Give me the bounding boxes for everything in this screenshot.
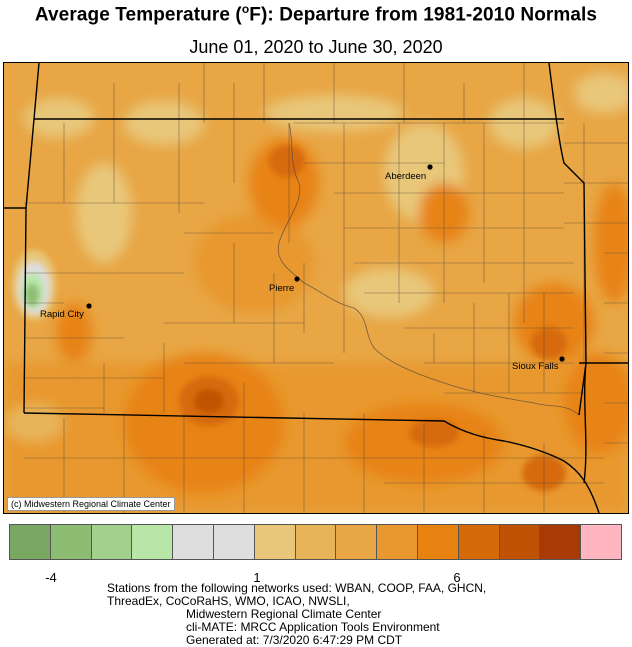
county-lines xyxy=(24,63,628,513)
legend-swatch xyxy=(295,525,337,559)
warm-band-south xyxy=(4,363,628,513)
city-dot-sioux-falls xyxy=(559,356,565,362)
legend-swatch xyxy=(377,525,418,559)
legend-swatch xyxy=(213,525,255,559)
city-dot-aberdeen xyxy=(427,164,433,170)
legend-swatch xyxy=(173,525,214,559)
hot-spots xyxy=(179,145,567,491)
legend-swatch xyxy=(458,525,500,559)
legend-swatch xyxy=(91,525,133,559)
temperature-map[interactable]: Aberdeen Pierre Rapid City Sioux Falls (… xyxy=(3,62,629,514)
legend-swatch xyxy=(417,525,459,559)
legend-tick-1: 1 xyxy=(253,570,261,585)
city-markers xyxy=(86,164,565,362)
legend-tick-neg4: -4 xyxy=(45,570,57,585)
legend-tick-6: 6 xyxy=(453,570,461,585)
map-subtitle: June 01, 2020 to June 30, 2020 xyxy=(189,37,443,57)
footer-line-5: Generated at: 7/3/2020 6:47:29 PM CDT xyxy=(186,633,403,647)
legend-swatch xyxy=(499,525,541,559)
missouri-river xyxy=(277,122,580,416)
city-dot-rapid-city xyxy=(86,303,92,309)
map-title: Average Temperature (oF): Departure from… xyxy=(34,2,598,26)
legend-swatch xyxy=(254,525,296,559)
footer-line-2: ThreadEx, CoCoRaHS, WMO, ICAO, NWSLI, xyxy=(107,594,350,608)
city-label-sioux-falls: Sioux Falls xyxy=(512,361,559,372)
city-dot-pierre xyxy=(294,276,300,282)
legend-swatch xyxy=(581,525,621,559)
copyright-credit: (c) Midwestern Regional Climate Center xyxy=(7,497,175,511)
city-label-pierre: Pierre xyxy=(269,283,294,294)
footer-line-3: Midwestern Regional Climate Center xyxy=(186,607,382,621)
city-label-rapid-city: Rapid City xyxy=(40,309,84,320)
legend-swatch xyxy=(540,525,582,559)
legend-swatch xyxy=(50,525,92,559)
color-legend xyxy=(9,524,622,560)
footer-line-1: Stations from the following networks use… xyxy=(107,581,487,595)
footer-line-4: cli-MATE: MRCC Application Tools Environ… xyxy=(186,620,440,634)
legend-swatch xyxy=(336,525,378,559)
city-labels: Aberdeen Pierre Rapid City Sioux Falls xyxy=(40,171,559,372)
city-label-aberdeen: Aberdeen xyxy=(385,171,426,182)
legend-swatch xyxy=(10,525,51,559)
legend-swatch xyxy=(132,525,174,559)
state-boundaries xyxy=(4,63,628,513)
